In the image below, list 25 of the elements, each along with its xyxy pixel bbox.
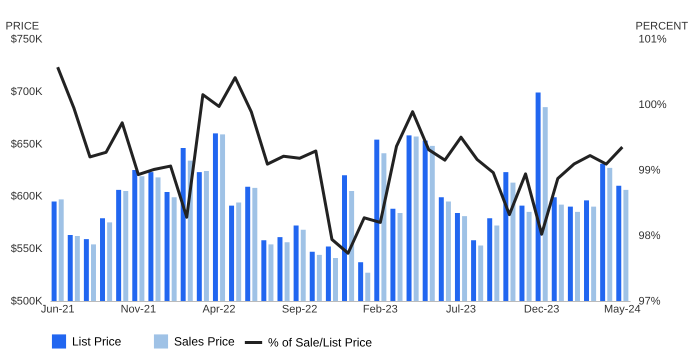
y2-tick-label: 98% [638,230,661,242]
legend-label: List Price [72,334,122,348]
y-tick-label: $600K [10,190,44,203]
y2-tick-label: 100% [638,99,667,111]
x-tick-label: Dec-23 [524,304,560,316]
y2-tick-label: 99% [638,164,661,176]
y-tick-label: $500K [10,296,44,308]
line-series [56,66,624,255]
x-tick-label: Feb-23 [362,304,398,316]
y2-tick-label: 101% [638,34,667,46]
y-axis-title: PRICE [6,20,40,32]
y2-tick-label: 97% [638,296,661,308]
x-tick-label: Jul-23 [446,304,476,316]
y-tick-label: $700K [10,86,44,98]
x-tick-label: Jun-21 [40,304,74,316]
legend-label: Sales Price [174,334,236,348]
y-tick-label: $550K [10,243,44,256]
x-tick-label: May-24 [604,304,641,316]
x-tick-label: Apr-22 [202,304,236,316]
x-tick-label: Nov-21 [120,304,156,316]
x-tick-label: Sep-22 [282,304,318,316]
legend-label: % of Sale/List Price [268,336,372,350]
y2-axis-title: PERCENT [636,20,688,32]
y-tick-label: $650K [10,138,44,150]
y-tick-label: $750K [10,34,44,46]
